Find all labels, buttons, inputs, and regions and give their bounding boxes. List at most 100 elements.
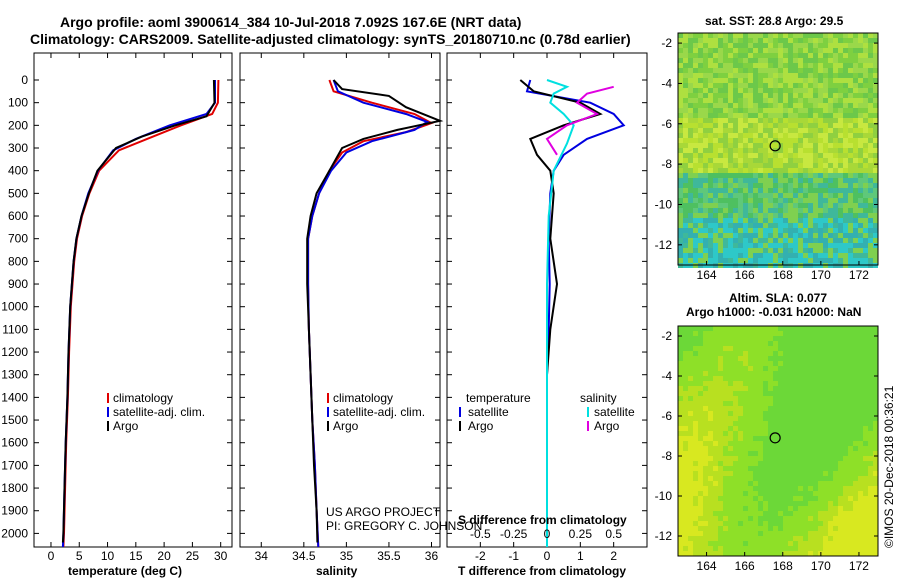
- map-cell: [738, 238, 743, 243]
- map-cell: [813, 83, 818, 88]
- map-cell: [803, 436, 808, 441]
- map-cell: [823, 123, 828, 128]
- map-cell: [818, 163, 823, 168]
- map-cell: [793, 376, 798, 381]
- map-cell: [823, 381, 828, 386]
- map-cell: [863, 158, 868, 163]
- map-cell: [718, 526, 723, 531]
- map-cell: [748, 48, 753, 53]
- map-cell: [823, 183, 828, 188]
- map-cell: [698, 53, 703, 58]
- map-cell: [758, 258, 763, 263]
- map-cell: [718, 521, 723, 526]
- map-cell: [733, 248, 738, 253]
- map-cell: [863, 326, 868, 331]
- map-cell: [848, 108, 853, 113]
- map-cell: [723, 526, 728, 531]
- map-cell: [738, 516, 743, 521]
- map-cell: [698, 218, 703, 223]
- map-cell: [693, 88, 698, 93]
- map-cell: [873, 496, 878, 501]
- map-cell: [703, 43, 708, 48]
- map-cell: [828, 243, 833, 248]
- map-cell: [843, 431, 848, 436]
- map-cell: [823, 546, 828, 551]
- map-cell: [708, 421, 713, 426]
- map-cell: [753, 128, 758, 133]
- map-cell: [823, 198, 828, 203]
- map-cell: [733, 546, 738, 551]
- map-cell: [728, 366, 733, 371]
- map-cell: [778, 213, 783, 218]
- map-cell: [863, 188, 868, 193]
- map-cell: [828, 258, 833, 263]
- map-cell: [838, 123, 843, 128]
- map-cell: [733, 416, 738, 421]
- map-cell: [753, 38, 758, 43]
- map-cell: [828, 123, 833, 128]
- map-cell: [818, 501, 823, 506]
- map-cell: [868, 411, 873, 416]
- map-cell: [683, 163, 688, 168]
- map-cell: [763, 253, 768, 258]
- map-cell: [848, 98, 853, 103]
- map-cell: [728, 163, 733, 168]
- map-cell: [853, 98, 858, 103]
- map-cell: [868, 213, 873, 218]
- map-cell: [823, 133, 828, 138]
- map-cell: [703, 406, 708, 411]
- map-cell: [863, 511, 868, 516]
- map-cell: [753, 108, 758, 113]
- map-cell: [873, 88, 878, 93]
- map-cell: [738, 243, 743, 248]
- map-cell: [813, 486, 818, 491]
- map-cell: [753, 173, 758, 178]
- map-cell: [828, 341, 833, 346]
- map-cell: [763, 173, 768, 178]
- map-cell: [678, 426, 683, 431]
- map-cell: [853, 451, 858, 456]
- map-cell: [773, 526, 778, 531]
- map-cell: [783, 103, 788, 108]
- map-cell: [868, 466, 873, 471]
- map-cell: [698, 336, 703, 341]
- map-cell: [783, 228, 788, 233]
- map-cell: [728, 496, 733, 501]
- map-cell: [788, 546, 793, 551]
- map-cell: [873, 248, 878, 253]
- map-cell: [698, 456, 703, 461]
- map-cell: [683, 123, 688, 128]
- map-cell: [748, 258, 753, 263]
- map-cell: [838, 153, 843, 158]
- map-cell: [733, 336, 738, 341]
- map-cell: [813, 208, 818, 213]
- map-cell: [718, 73, 723, 78]
- map-cell: [758, 218, 763, 223]
- map-cell: [763, 351, 768, 356]
- map-cell: [873, 118, 878, 123]
- map-cell: [803, 361, 808, 366]
- map-cell: [738, 491, 743, 496]
- map-cell: [733, 466, 738, 471]
- map-cell: [773, 506, 778, 511]
- map-cell: [768, 213, 773, 218]
- map-cell: [698, 476, 703, 481]
- map-cell: [818, 38, 823, 43]
- map-cell: [813, 78, 818, 83]
- map-cell: [733, 233, 738, 238]
- map-cell: [828, 416, 833, 421]
- map-cell: [828, 446, 833, 451]
- map-cell: [873, 506, 878, 511]
- map-cell: [823, 476, 828, 481]
- map-cell: [863, 208, 868, 213]
- map-cell: [678, 93, 683, 98]
- map-cell: [828, 208, 833, 213]
- map-cell: [803, 431, 808, 436]
- map-cell: [803, 113, 808, 118]
- map-cell: [808, 38, 813, 43]
- map-cell: [708, 158, 713, 163]
- map-cell: [743, 526, 748, 531]
- map-cell: [733, 108, 738, 113]
- map-cell: [683, 78, 688, 83]
- x-tick-label: 15: [129, 549, 143, 563]
